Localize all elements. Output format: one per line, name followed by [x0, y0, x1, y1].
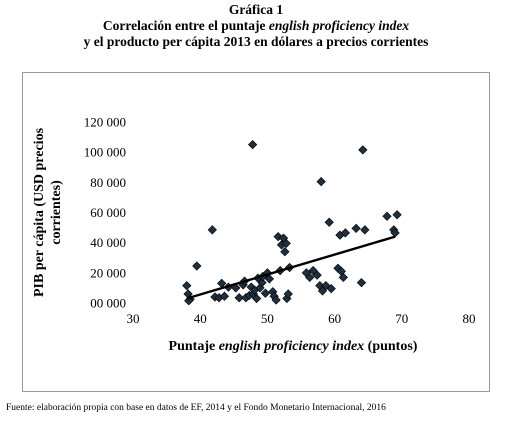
x-tick-label: 70: [395, 311, 408, 326]
data-point: [234, 293, 244, 303]
data-point: [280, 247, 290, 257]
data-point: [351, 223, 361, 233]
data-point: [338, 272, 348, 282]
data-point: [264, 274, 275, 284]
x-axis-label-post: (puntos): [364, 339, 418, 354]
data-point: [231, 283, 241, 293]
x-tick-label: 30: [127, 311, 140, 326]
x-axis-label-pre: Puntaje: [169, 339, 219, 354]
y-tick-label: 80 000: [90, 175, 126, 190]
figure-title-line1-italic: english proficiency index: [268, 18, 410, 33]
data-point: [305, 272, 315, 282]
data-point: [312, 270, 322, 280]
data-point: [360, 225, 370, 235]
data-point: [316, 176, 326, 187]
data-point: [382, 211, 392, 221]
data-point: [271, 295, 281, 305]
x-tick-labels: 30 40 50 60 70 80: [127, 311, 476, 326]
y-tick-label: 20 000: [90, 265, 126, 280]
y-axis-label-line2: corrientes): [49, 180, 64, 245]
figure-title-line1: Correlación entre el puntaje english pro…: [0, 18, 512, 34]
trendline: [186, 235, 396, 300]
figure-label: Gráfica 1: [228, 2, 284, 17]
data-points: [182, 140, 402, 306]
data-point: [182, 281, 192, 291]
data-point: [219, 291, 230, 301]
y-tick-labels: 00 000 20 000 40 000 60 000 80 000 100 000 120…: [84, 115, 126, 311]
figure-title-line2: y el producto per cápita 2013 en dólares…: [83, 34, 429, 49]
data-point: [283, 289, 293, 299]
x-axis-label-italic: english proficiency index: [219, 339, 364, 354]
data-point: [356, 278, 367, 288]
x-tick-label: 50: [261, 311, 274, 326]
scatter-chart: 00 000 20 000 40 000 60 000 80 000 100 000 120…: [32, 115, 476, 355]
y-axis-label-line1: PIB per cápita (USD precios: [32, 127, 47, 297]
trendline-layer: [186, 235, 396, 300]
x-tick-label: 60: [328, 311, 341, 326]
source-note: Fuente: elaboración propia con base en d…: [6, 403, 386, 413]
data-point: [247, 140, 258, 150]
x-tick-label: 80: [463, 311, 476, 326]
y-tick-label: 100 000: [84, 145, 126, 160]
data-point: [192, 261, 202, 271]
data-point: [184, 296, 194, 306]
data-point: [257, 278, 267, 288]
data-point: [252, 293, 262, 304]
data-point: [324, 217, 334, 227]
x-tick-label: 40: [194, 311, 207, 326]
data-point: [255, 283, 265, 293]
data-point: [358, 145, 368, 155]
chart-frame: 00 000 20 000 40 000 60 000 80 000 100 000 120…: [22, 72, 490, 392]
y-tick-label: 120 000: [84, 115, 126, 130]
data-point: [207, 225, 217, 235]
y-tick-label: 40 000: [90, 235, 126, 250]
data-point: [260, 288, 271, 298]
x-axis-label: Puntaje english proficiency index (punto…: [169, 339, 418, 354]
data-point: [392, 210, 402, 220]
figure-title-line1-text: Correlación entre el puntaje: [102, 18, 269, 33]
y-tick-label: 60 000: [90, 205, 126, 220]
y-tick-label: 00 000: [90, 296, 126, 311]
data-point: [326, 284, 336, 294]
data-point: [281, 238, 291, 249]
data-point: [340, 228, 350, 238]
